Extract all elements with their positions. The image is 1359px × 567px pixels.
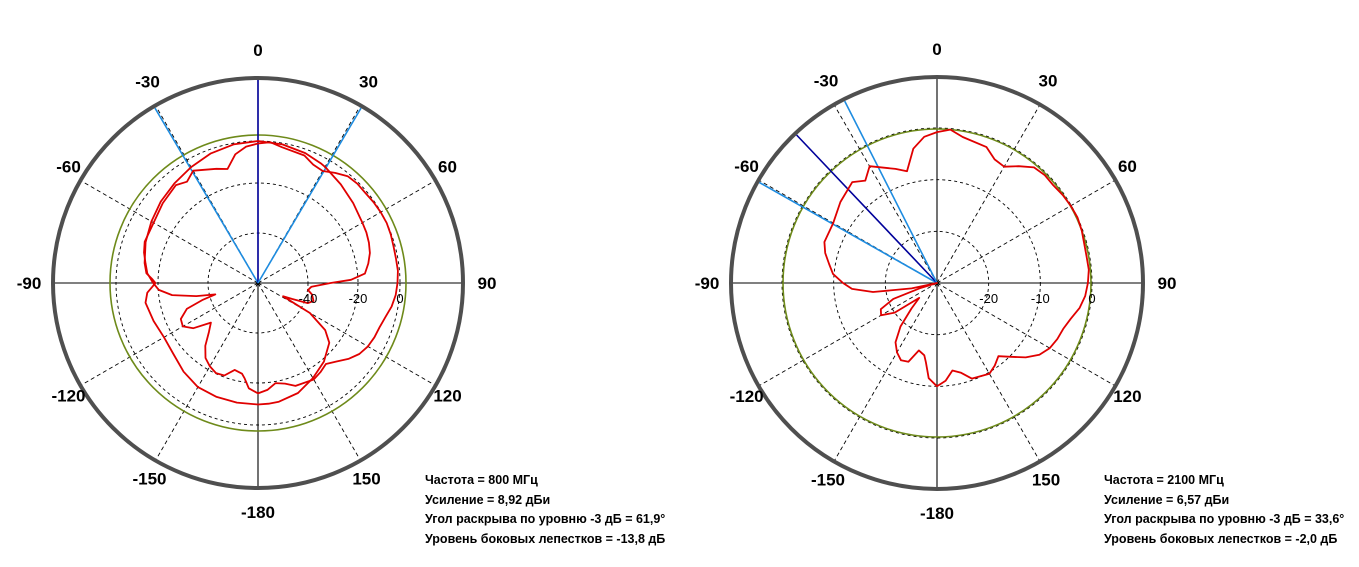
half-power-line	[257, 107, 362, 284]
grid-spoke	[257, 282, 361, 461]
grid-spoke	[257, 180, 436, 284]
angle-tick-label: 30	[359, 73, 378, 92]
grid-spoke	[833, 104, 938, 284]
stats-sidelobe: Уровень боковых лепестков = -2,0 дБ	[1104, 531, 1338, 546]
angle-tick-label: -60	[734, 157, 759, 176]
stats-beamwidth: Угол раскрыва по уровню -3 дБ = 61,9°	[425, 512, 666, 526]
radial-tick-label: -20	[349, 291, 368, 306]
pattern-series	[823, 128, 1090, 388]
grid-spoke	[758, 282, 938, 387]
outer-ring	[729, 75, 1145, 491]
radial-tick-label: -40	[299, 291, 318, 306]
angle-tick-label: 150	[1032, 470, 1060, 489]
stats-beamwidth: Угол раскрыва по уровню -3 дБ = 33,6°	[1104, 512, 1345, 526]
polar-chart-1: 0 30 60 90 120 150 -180 -150 -120 -90 -60 -30 -40 -20…	[17, 41, 497, 522]
angle-tick-label: 60	[1118, 157, 1137, 176]
angle-tick-label: 60	[438, 158, 457, 177]
angle-tick-label: -90	[695, 274, 720, 293]
main-beam-line	[796, 134, 938, 284]
grid-spoke	[80, 282, 259, 386]
grid-spoke	[833, 282, 938, 462]
angle-tick-label: -120	[730, 387, 764, 406]
grid-spoke	[936, 179, 1116, 284]
grid-spoke	[155, 282, 259, 461]
polar-chart-2: 0 30 60 90 120 150 -180 -150 -120 -90 -60 -30 -20 -10…	[695, 40, 1177, 523]
angle-tick-label: 0	[253, 41, 262, 60]
angle-tick-label: -150	[811, 470, 845, 489]
angle-tick-label: 90	[1158, 274, 1177, 293]
angle-tick-label: -30	[814, 72, 839, 91]
grid-spoke	[155, 105, 259, 284]
stats-gain: Усиление = 6,57 дБи	[1104, 492, 1230, 507]
half-power-line	[843, 100, 938, 284]
angle-tick-label: -60	[56, 158, 81, 177]
pattern-series	[143, 141, 399, 395]
angle-tick-label: 150	[352, 470, 380, 489]
angle-tick-label: -180	[920, 504, 954, 523]
grid-spoke	[936, 282, 1116, 387]
half-power-line	[154, 107, 259, 284]
stats-panel-2: Частота = 2100 МГц Усиление = 6,57 дБи У…	[1104, 471, 1344, 549]
stats-gain: Усиление = 8,92 дБи	[425, 492, 551, 507]
grid-spoke	[257, 282, 436, 386]
angle-tick-label: -90	[17, 274, 42, 293]
angle-tick-label: 120	[433, 387, 461, 406]
grid-spoke	[80, 180, 259, 284]
radial-tick-label: -10	[1031, 291, 1050, 306]
angle-tick-label: 0	[932, 40, 941, 59]
half-power-line	[759, 181, 938, 284]
angle-tick-label: -120	[51, 387, 85, 406]
angle-tick-label: -180	[241, 503, 275, 522]
radial-tick-label: 0	[1088, 291, 1095, 306]
angle-tick-label: 30	[1039, 72, 1058, 91]
radial-tick-label: -20	[979, 291, 998, 306]
stats-frequency: Частота = 2100 МГц	[1104, 473, 1224, 487]
grid-spoke	[936, 104, 1041, 284]
angle-tick-label: -150	[132, 470, 166, 489]
outer-ring	[51, 76, 465, 490]
angle-tick-label: 90	[478, 274, 497, 293]
stats-sidelobe: Уровень боковых лепестков = -13,8 дБ	[425, 531, 666, 546]
grid-spoke	[758, 179, 938, 284]
radial-tick-label: 0	[396, 291, 403, 306]
reference-circle	[782, 128, 1092, 438]
angle-tick-label: 120	[1113, 387, 1141, 406]
angle-tick-label: -30	[135, 73, 160, 92]
stats-panel-1: Частота = 800 МГц Усиление = 8,92 дБи Уг…	[425, 471, 665, 549]
grid-spoke	[936, 282, 1041, 462]
stats-frequency: Частота = 800 МГц	[425, 473, 538, 487]
grid-spoke	[257, 105, 361, 284]
